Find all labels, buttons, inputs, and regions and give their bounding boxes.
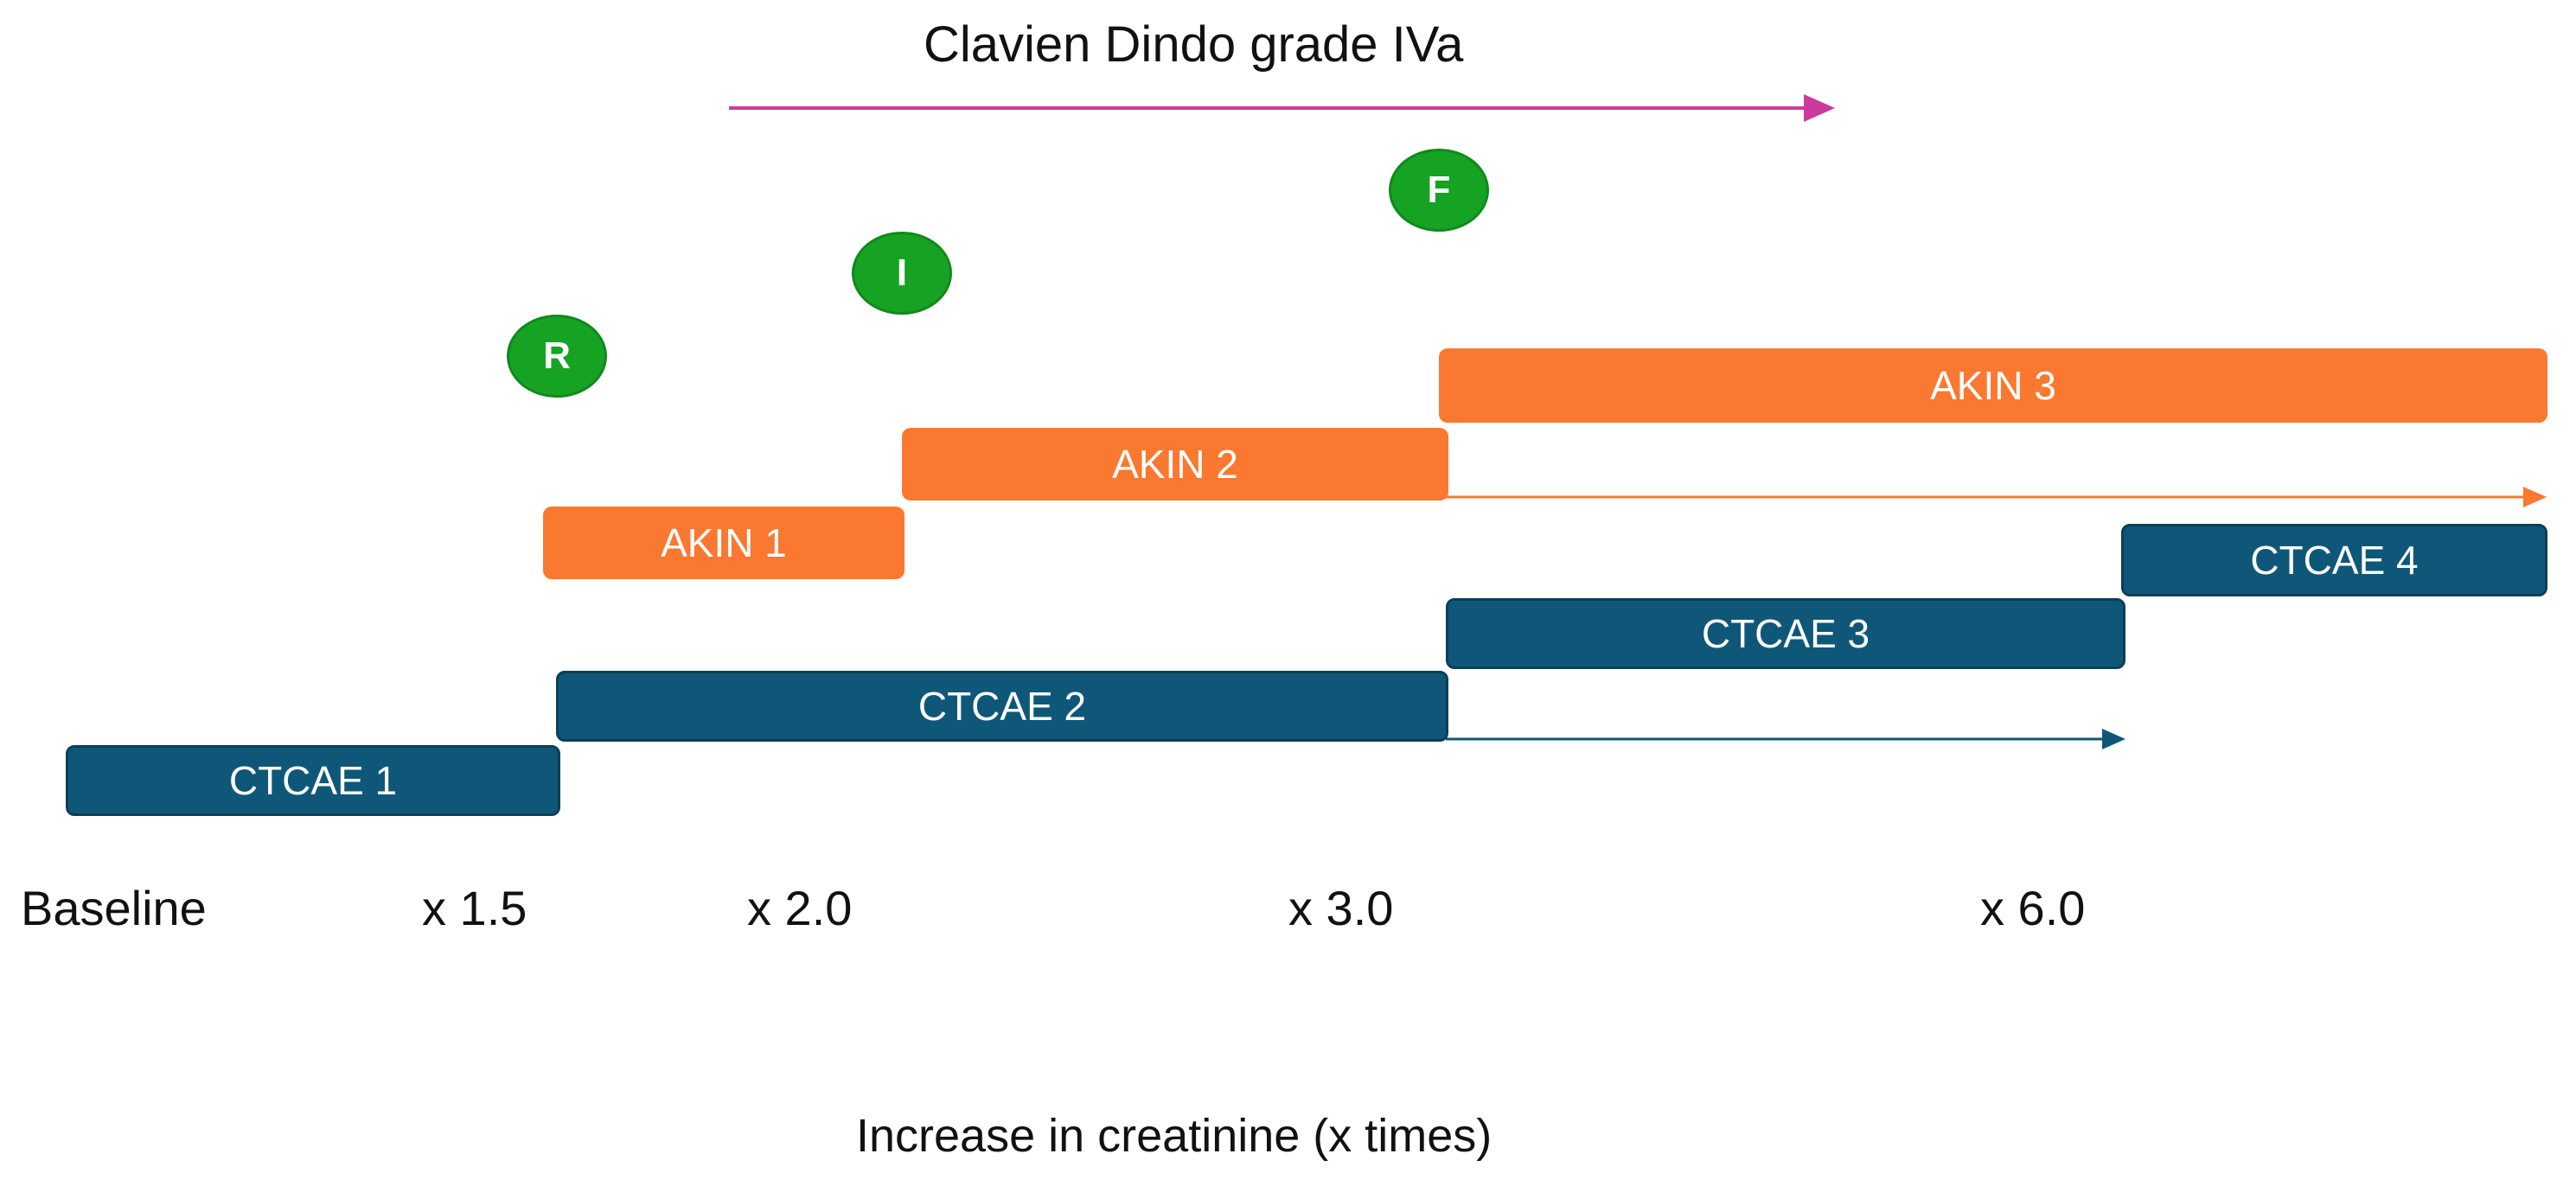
x-tick-3-0: x 3.0: [1288, 881, 1394, 935]
ctcae-2-bar: CTCAE 2: [556, 671, 1448, 742]
x-tick-baseline: Baseline: [21, 881, 207, 935]
rifle-marker-r: R: [507, 315, 607, 398]
ctcae-1-bar: CTCAE 1: [66, 745, 560, 816]
x-axis-title: Increase in creatinine (x times): [856, 1110, 1493, 1162]
akin-2-bar: AKIN 2: [902, 428, 1448, 500]
rifle-marker-i: I: [852, 232, 952, 315]
x-tick-6-0: x 6.0: [1980, 881, 2086, 935]
rifle-marker-f: F: [1389, 149, 1489, 232]
akin-3-bar: AKIN 3: [1439, 348, 2547, 423]
akin-1-bar: AKIN 1: [543, 507, 904, 579]
ctcae-4-bar: CTCAE 4: [2121, 524, 2547, 596]
x-tick-1-5: x 1.5: [422, 881, 527, 935]
diagram-title: Clavien Dindo grade IVa: [924, 16, 1464, 73]
x-tick-2-0: x 2.0: [747, 881, 853, 935]
ctcae-3-bar: CTCAE 3: [1446, 598, 2125, 669]
